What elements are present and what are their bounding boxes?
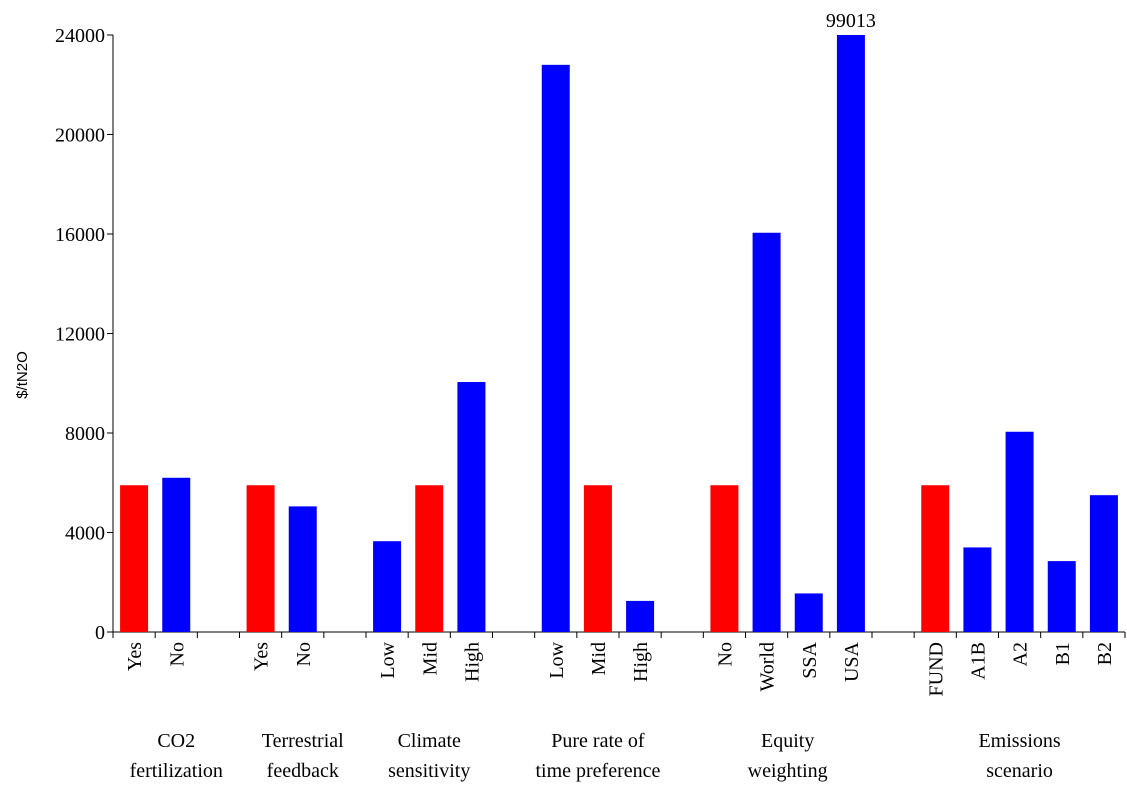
group-label: sensitivity [388, 760, 470, 782]
group-label: feedback [267, 760, 339, 782]
x-tick-label: Yes [251, 642, 273, 671]
bar [373, 541, 402, 632]
y-tick-label: 20000 [55, 125, 105, 147]
x-tick-label: High [461, 642, 483, 682]
bar [963, 547, 992, 632]
x-tick-label: A2 [1010, 642, 1032, 666]
y-tick-label: 16000 [55, 224, 105, 246]
group-label: Emissions [978, 730, 1060, 752]
bar [1047, 561, 1076, 632]
bar [541, 64, 570, 632]
x-tick-label: Low [546, 641, 568, 678]
x-tick-label: FUND [925, 642, 947, 696]
bar [710, 485, 739, 632]
data-label: 99013 [826, 10, 876, 32]
group-label: Pure rate of [551, 730, 645, 752]
x-tick-label: World [757, 642, 779, 692]
y-tick-label: 24000 [55, 25, 105, 47]
group-label: Equity [761, 730, 814, 752]
x-tick-label: Low [377, 641, 399, 678]
group-label: CO2 [157, 730, 195, 752]
x-tick-label: No [714, 642, 736, 666]
bar [1005, 431, 1034, 632]
group-label: time preference [535, 760, 660, 782]
bar [626, 600, 655, 632]
x-tick-label: USA [841, 641, 863, 682]
group-label: Terrestrial [262, 730, 344, 752]
bar [752, 232, 781, 632]
x-tick-label: No [293, 642, 315, 666]
x-tick-label: Yes [124, 642, 146, 671]
y-tick-label: 8000 [65, 423, 105, 445]
bar [162, 477, 191, 632]
bar [288, 506, 317, 632]
y-tick-label: 12000 [55, 324, 105, 346]
bar [583, 485, 612, 632]
group-label: scenario [986, 760, 1053, 782]
bar [836, 35, 865, 632]
bar [415, 485, 444, 632]
x-tick-label: SSA [799, 641, 821, 678]
x-tick-label: High [630, 642, 652, 682]
group-label: weighting [748, 760, 828, 782]
y-tick-label: 4000 [65, 523, 105, 545]
y-tick-label: 0 [95, 622, 105, 644]
y-axis-label: $/tN2O [14, 351, 31, 399]
x-tick-label: No [166, 642, 188, 666]
x-tick-label: B2 [1094, 642, 1116, 665]
x-tick-label: Mid [419, 642, 441, 675]
group-label: fertilization [130, 760, 223, 782]
bar [1089, 495, 1118, 632]
x-tick-label: A1B [967, 642, 989, 680]
bar [794, 593, 823, 632]
x-tick-label: B1 [1052, 642, 1074, 665]
group-label: Climate [398, 730, 461, 752]
bar [457, 382, 486, 632]
x-tick-label: Mid [588, 642, 610, 675]
bar [921, 485, 950, 632]
bar [246, 485, 275, 632]
bar [120, 485, 149, 632]
